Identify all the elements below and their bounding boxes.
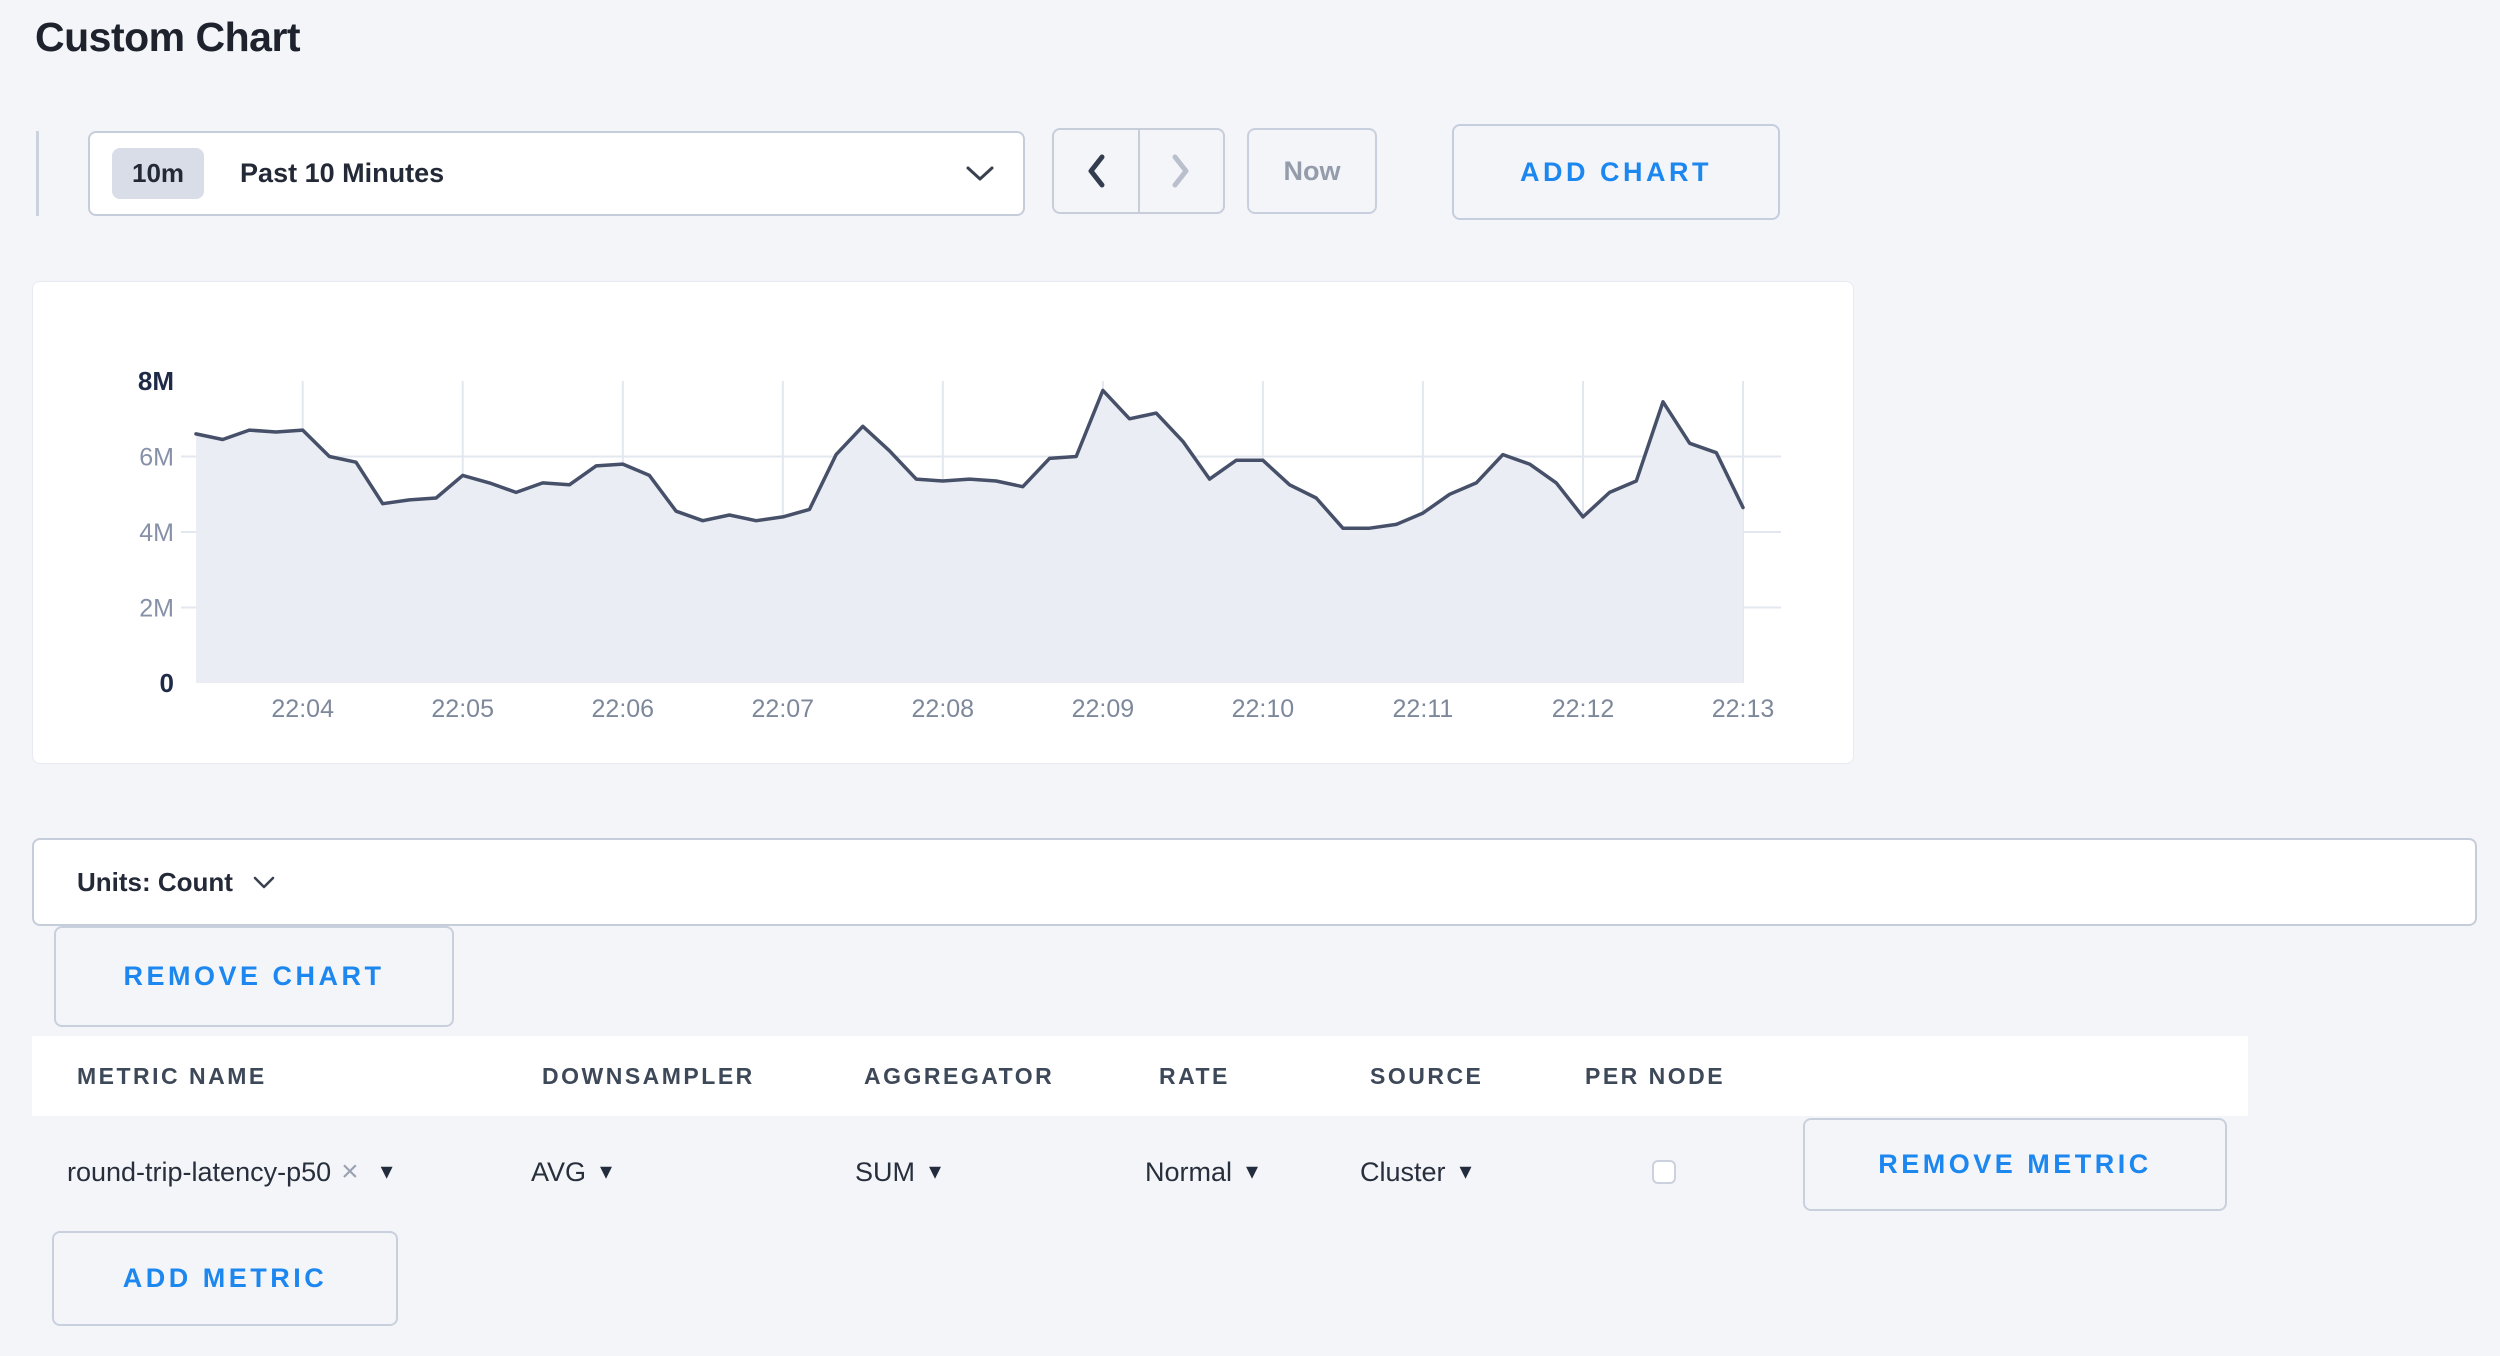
chevron-down-icon (965, 165, 995, 182)
column-header-downsampler: DOWNSAMPLER (542, 1063, 755, 1089)
remove-chart-button[interactable]: REMOVE CHART (54, 926, 454, 1027)
chevron-down-icon (253, 876, 275, 889)
column-header-source: SOURCE (1370, 1063, 1484, 1089)
timeseries-chart[interactable]: 0 2M 4M 6M 8M 22:04 22:05 22:06 22:07 22:08 22:09 2… (33, 282, 1855, 765)
metric-name-dropdown[interactable]: round-trip-latency-p50 × ▾ (67, 1150, 393, 1194)
caret-down-icon: ▾ (600, 1158, 613, 1185)
chart-card: 0 2M 4M 6M 8M 22:04 22:05 22:06 22:07 22:08 22:09 2… (32, 281, 1854, 764)
svg-text:22:10: 22:10 (1232, 695, 1295, 723)
metrics-table-header: METRIC NAME DOWNSAMPLER AGGREGATOR RATE … (32, 1036, 2248, 1116)
per-node-checkbox[interactable] (1652, 1160, 1676, 1184)
column-header-aggregator: AGGREGATOR (864, 1063, 1055, 1089)
source-dropdown[interactable]: Cluster ▾ (1360, 1150, 1472, 1194)
units-select[interactable]: Units: Count (32, 838, 2477, 926)
svg-text:2M: 2M (139, 595, 174, 623)
page-title: Custom Chart (35, 14, 301, 60)
caret-down-icon: ▾ (929, 1158, 942, 1185)
svg-text:6M: 6M (139, 444, 174, 472)
svg-text:22:09: 22:09 (1072, 695, 1135, 723)
rate-value: Normal (1145, 1156, 1233, 1187)
svg-text:4M: 4M (139, 519, 174, 547)
svg-text:8M: 8M (138, 366, 174, 396)
column-header-rate: RATE (1159, 1063, 1230, 1089)
toolbar-divider (36, 131, 39, 216)
downsampler-dropdown[interactable]: AVG ▾ (531, 1150, 612, 1194)
chevron-left-icon (1084, 152, 1108, 190)
units-label: Units: Count (77, 866, 233, 897)
svg-text:22:08: 22:08 (912, 695, 975, 723)
remove-metric-button[interactable]: REMOVE METRIC (1803, 1118, 2227, 1211)
svg-text:22:11: 22:11 (1393, 695, 1454, 723)
caret-down-icon: ▾ (1459, 1158, 1472, 1185)
add-metric-button[interactable]: ADD METRIC (52, 1231, 398, 1326)
downsampler-value: AVG (531, 1156, 587, 1187)
svg-text:22:07: 22:07 (752, 695, 815, 723)
next-time-button[interactable] (1137, 130, 1224, 212)
close-icon[interactable]: × (341, 1155, 359, 1188)
source-value: Cluster (1360, 1156, 1446, 1187)
svg-text:0: 0 (160, 668, 174, 698)
svg-text:22:06: 22:06 (592, 695, 655, 723)
time-range-label: Past 10 Minutes (240, 158, 445, 188)
svg-text:22:05: 22:05 (431, 695, 494, 723)
caret-down-icon: ▾ (380, 1158, 393, 1185)
column-header-metric-name: METRIC NAME (77, 1063, 267, 1089)
rate-dropdown[interactable]: Normal ▾ (1145, 1150, 1258, 1194)
svg-text:22:12: 22:12 (1552, 695, 1615, 723)
svg-text:22:13: 22:13 (1712, 695, 1775, 723)
time-range-badge: 10m (112, 148, 205, 199)
time-range-select[interactable]: 10m Past 10 Minutes (88, 131, 1025, 216)
metric-name-value: round-trip-latency-p50 (67, 1156, 332, 1187)
aggregator-value: SUM (855, 1156, 915, 1187)
column-header-per-node: PER NODE (1585, 1063, 1726, 1089)
add-chart-button[interactable]: ADD CHART (1452, 124, 1780, 220)
aggregator-dropdown[interactable]: SUM ▾ (855, 1150, 941, 1194)
svg-text:22:04: 22:04 (271, 695, 334, 723)
prev-time-button[interactable] (1054, 130, 1138, 212)
caret-down-icon: ▾ (1246, 1158, 1259, 1185)
chevron-right-icon (1169, 152, 1193, 190)
time-stepper (1052, 128, 1225, 214)
now-button[interactable]: Now (1247, 128, 1377, 214)
